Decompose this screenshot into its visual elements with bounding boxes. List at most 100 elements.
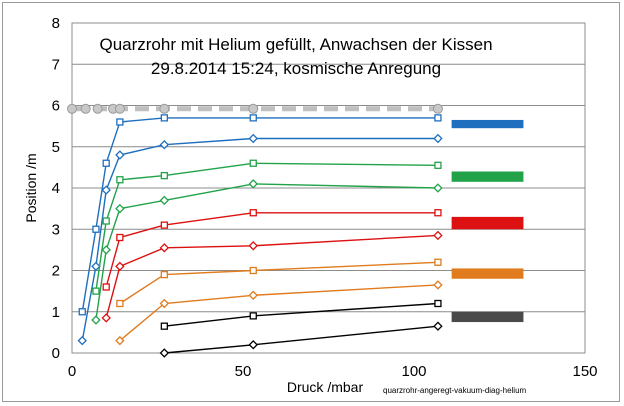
y-tick-label: 4 [52,180,60,197]
data-point [160,114,168,122]
data-point [160,221,168,229]
x-axis-label: Druck /mbar [287,379,364,395]
x-tick-label: 100 [401,363,426,380]
x-tick-label: 150 [572,363,597,380]
data-point [116,118,124,126]
data-point [249,159,257,167]
data-point [434,114,442,122]
color-bar [451,119,524,129]
series-group [77,114,443,358]
plot-border [71,22,586,354]
reference-line [67,103,443,114]
data-point [433,230,443,241]
data-point [248,241,258,251]
y-tick-label: 7 [52,56,60,73]
data-point [92,225,100,233]
data-point [92,287,100,295]
y-tick-label: 3 [52,221,60,238]
data-point [434,161,442,169]
series [92,159,442,295]
data-point [249,114,257,122]
data-point [115,150,125,160]
y-tick-label: 8 [52,15,60,32]
series [77,133,443,346]
color-bars [451,119,524,323]
reference-marker [248,103,259,114]
series [102,209,442,291]
data-point [115,203,125,214]
data-point [434,299,442,308]
series-line [119,284,438,342]
tick-labels: 0 1 2 3 4 5 6 7 8 0 50 100 150 [52,15,598,380]
data-point [102,217,110,225]
color-bar [451,311,524,323]
data-point [433,321,443,331]
y-axis-label: Position /m [23,153,39,222]
series [91,179,443,325]
x-tick-label: 50 [235,363,252,380]
chart-subtitle: 29.8.2014 15:24, kosmische Anregung [151,59,441,78]
reference-marker [92,103,103,114]
data-point [116,299,124,308]
data-point [102,159,110,167]
series-line [105,212,438,288]
data-point [434,258,442,266]
data-point [434,209,442,217]
data-point [116,233,124,242]
data-point [159,243,170,253]
data-point [102,283,110,291]
y-tick-label: 6 [52,98,60,115]
data-point [248,290,258,300]
series-line [164,302,438,327]
data-point [433,183,443,193]
data-point [91,315,101,325]
data-point [249,209,257,217]
y-tick-label: 0 [52,345,60,362]
data-point [101,313,111,323]
data-point [433,133,443,144]
chart-title: Quarzrohr mit Helium gefüllt, Anwachsen … [99,35,492,54]
series-line [81,137,438,341]
data-point [160,322,168,330]
series-line [164,325,438,354]
plot-area [71,22,586,354]
series-line [95,162,438,292]
data-point [160,270,168,279]
reference-marker [67,103,77,114]
series [101,230,443,323]
data-point [159,298,170,309]
data-point [248,340,258,350]
data-point [159,348,170,358]
series [159,321,443,358]
data-point [249,266,257,275]
color-bar [451,216,524,230]
y-tick-label: 5 [52,139,60,156]
data-point [115,335,125,346]
data-point [433,280,443,290]
color-bar [451,171,524,182]
data-point [248,133,258,144]
data-point [159,139,170,150]
series [160,299,442,330]
data-point [160,171,168,180]
data-point [78,308,86,316]
x-tick-label: 0 [68,363,76,380]
series-line [119,261,438,305]
reference-marker [432,103,443,114]
data-point [101,245,111,255]
color-bar [451,268,524,279]
data-point [77,335,87,346]
series [78,114,442,316]
series-line [105,234,438,319]
data-point [101,185,111,195]
data-point [115,261,125,272]
y-tick-label: 2 [52,263,60,280]
reference-marker [114,103,125,114]
reference-marker [159,103,170,114]
data-point [248,179,258,189]
series [116,258,442,308]
data-point [91,261,101,272]
chart-note: quarzrohr-angeregt-vakuum-diag-helium [383,386,527,395]
series-line [95,183,438,321]
